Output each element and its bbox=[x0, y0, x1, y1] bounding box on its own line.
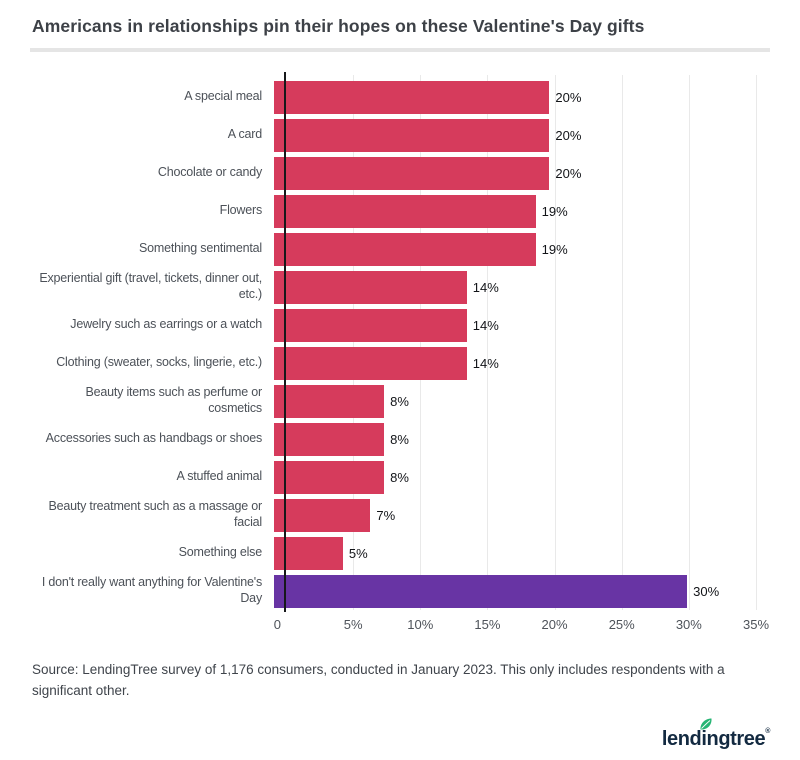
value-label: 19% bbox=[541, 241, 568, 257]
bar-row: Something else 5% bbox=[32, 534, 756, 572]
x-axis: 0 5% 10% 15% 20% 25% 30% 35% bbox=[274, 610, 769, 636]
bar bbox=[274, 346, 467, 380]
value-label: 5% bbox=[348, 545, 368, 561]
x-tick-label: 0 bbox=[273, 617, 281, 632]
value-label: 14% bbox=[472, 279, 499, 295]
bar bbox=[274, 460, 385, 494]
bar bbox=[274, 118, 550, 152]
value-label: 20% bbox=[555, 127, 582, 143]
category-label: Beauty treatment such as a massage or fa… bbox=[48, 499, 262, 529]
category-label: Accessories such as handbags or shoes bbox=[45, 431, 263, 446]
category-label: Jewelry such as earrings or a watch bbox=[70, 317, 262, 332]
value-label: 14% bbox=[472, 317, 499, 333]
bar-chart: A special meal 20% A card 20% Chocolate … bbox=[32, 72, 769, 636]
bar-row: A special meal 20% bbox=[32, 78, 756, 116]
category-label: Beauty items such as perfume or cosmetic… bbox=[85, 385, 262, 415]
logo-text: lendingtree bbox=[661, 727, 766, 750]
bar bbox=[274, 422, 385, 456]
header: Americans in relationships pin their hop… bbox=[0, 0, 800, 37]
bar bbox=[274, 80, 550, 114]
value-label: 8% bbox=[390, 431, 409, 447]
page-title: Americans in relationships pin their hop… bbox=[32, 16, 645, 36]
bar-row: Clothing (sweater, socks, lingerie, etc.… bbox=[32, 344, 756, 382]
value-label: 7% bbox=[376, 507, 396, 523]
x-tick-label: 30% bbox=[675, 617, 702, 632]
category-label: Something else bbox=[178, 545, 263, 560]
category-label: Chocolate or candy bbox=[157, 165, 262, 180]
category-label: Clothing (sweater, socks, lingerie, etc.… bbox=[56, 355, 262, 370]
category-label: Flowers bbox=[219, 203, 263, 218]
gridline bbox=[554, 75, 556, 610]
value-label: 19% bbox=[541, 203, 568, 219]
x-tick-label: 5% bbox=[343, 617, 363, 632]
gridlines bbox=[286, 75, 757, 610]
bar-row: Something sentimental 19% bbox=[32, 230, 756, 268]
gridline bbox=[353, 75, 355, 610]
footer: lendingtree® bbox=[0, 718, 770, 751]
x-tick-label: 20% bbox=[541, 617, 568, 632]
bar bbox=[274, 308, 467, 342]
bar-row: A card 20% bbox=[32, 116, 756, 154]
value-label: 8% bbox=[390, 393, 409, 409]
gridline bbox=[487, 75, 489, 610]
bar bbox=[274, 232, 536, 266]
gridline bbox=[688, 75, 690, 610]
title-divider bbox=[30, 48, 770, 52]
bar bbox=[274, 156, 550, 190]
bar-row: I don't really want anything for Valenti… bbox=[32, 572, 756, 610]
bar-row: Accessories such as handbags or shoes 8% bbox=[32, 420, 756, 458]
value-label: 20% bbox=[555, 165, 582, 181]
value-label: 8% bbox=[390, 469, 409, 485]
bar-row: Flowers 19% bbox=[32, 192, 756, 230]
bar-row: Chocolate or candy 20% bbox=[32, 154, 756, 192]
category-label: A card bbox=[227, 127, 262, 142]
value-label: 14% bbox=[472, 355, 499, 371]
plot-area: A special meal 20% A card 20% Chocolate … bbox=[32, 72, 757, 612]
x-tick-label: 25% bbox=[608, 617, 635, 632]
value-label: 30% bbox=[693, 583, 720, 599]
x-tick-label: 35% bbox=[742, 617, 770, 632]
bar-row: Beauty items such as perfume or cosmetic… bbox=[32, 382, 756, 420]
category-label: Something sentimental bbox=[139, 241, 262, 256]
registered-mark: ® bbox=[765, 727, 770, 735]
y-axis-line bbox=[284, 72, 286, 612]
x-tick-label: 15% bbox=[474, 617, 501, 632]
category-label: A stuffed animal bbox=[176, 469, 262, 484]
bar bbox=[274, 270, 467, 304]
bar-row: Jewelry such as earrings or a watch 14% bbox=[32, 306, 756, 344]
leaf-icon bbox=[700, 718, 712, 730]
source-note: Source: LendingTree survey of 1,176 cons… bbox=[32, 662, 725, 698]
gridline bbox=[621, 75, 623, 610]
value-label: 20% bbox=[555, 89, 582, 105]
category-label: I don't really want anything for Valenti… bbox=[41, 575, 262, 605]
bar bbox=[274, 574, 688, 608]
bar-row: A stuffed animal 8% bbox=[32, 458, 756, 496]
bar-row: Experiential gift (travel, tickets, dinn… bbox=[32, 268, 756, 306]
bar bbox=[274, 194, 536, 228]
bar bbox=[274, 498, 371, 532]
gridline bbox=[756, 75, 757, 610]
bar-row: Beauty treatment such as a massage or fa… bbox=[32, 496, 756, 534]
x-tick-label: 10% bbox=[407, 617, 434, 632]
category-label: Experiential gift (travel, tickets, dinn… bbox=[39, 271, 262, 301]
category-label: A special meal bbox=[184, 89, 262, 104]
gridline bbox=[420, 75, 422, 610]
lendingtree-logo: lendingtree® bbox=[661, 718, 770, 751]
bar bbox=[274, 384, 385, 418]
